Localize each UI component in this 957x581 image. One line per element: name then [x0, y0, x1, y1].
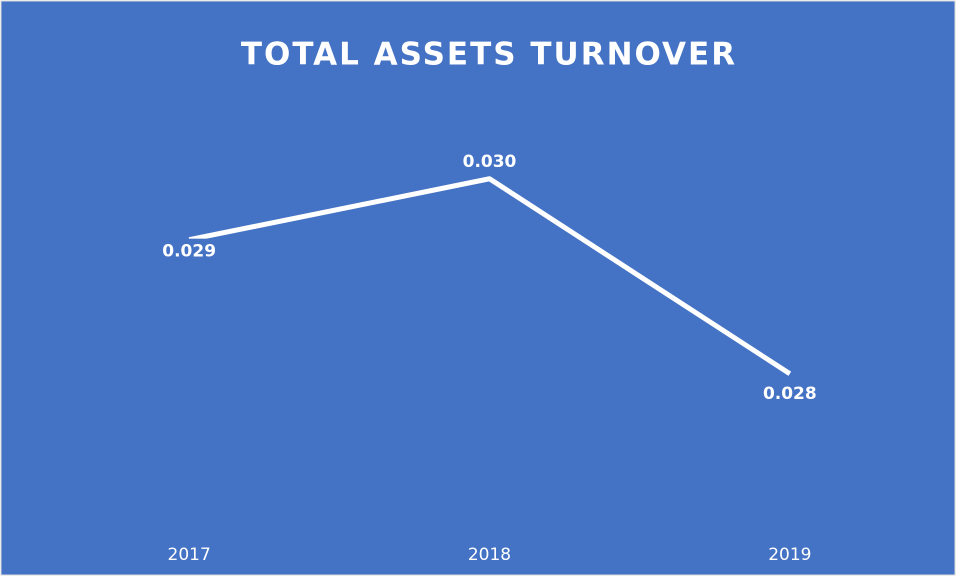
- label-background: [757, 380, 822, 407]
- chart-title: TOTAL ASSETS TURNOVER: [241, 37, 737, 73]
- data-label: 0.029: [162, 242, 216, 262]
- data-line: [188, 176, 792, 376]
- label-background: [157, 238, 222, 265]
- x-tick-label: 2019: [768, 545, 811, 565]
- x-tick-label: 2017: [168, 545, 211, 565]
- label-background: [457, 148, 522, 175]
- data-label: 0.030: [463, 152, 517, 172]
- data-label: 0.028: [763, 384, 817, 404]
- x-tick-label: 2018: [468, 545, 511, 565]
